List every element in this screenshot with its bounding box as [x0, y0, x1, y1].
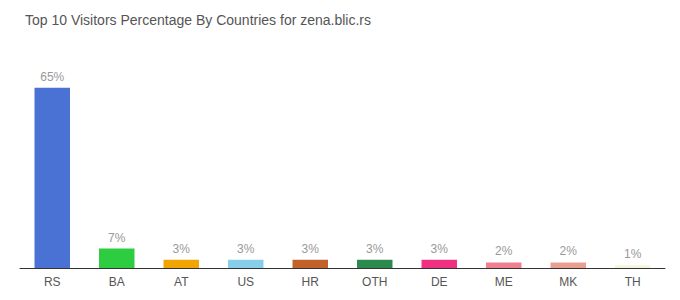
svg-text:DE: DE [431, 275, 448, 289]
svg-text:BA: BA [109, 275, 125, 289]
svg-text:3%: 3% [173, 242, 191, 256]
svg-text:US: US [237, 275, 254, 289]
svg-text:RS: RS [44, 275, 61, 289]
svg-text:2%: 2% [495, 244, 513, 258]
svg-text:HR: HR [302, 275, 320, 289]
svg-text:3%: 3% [366, 242, 384, 256]
svg-text:Top 10 Visitors Percentage By: Top 10 Visitors Percentage By Countries … [25, 12, 371, 28]
svg-text:1%: 1% [624, 247, 642, 261]
svg-text:ME: ME [495, 275, 513, 289]
svg-text:7%: 7% [108, 231, 126, 245]
svg-text:65%: 65% [40, 70, 64, 84]
svg-text:OTH: OTH [362, 275, 387, 289]
svg-text:MK: MK [559, 275, 577, 289]
svg-text:AT: AT [174, 275, 189, 289]
svg-text:3%: 3% [431, 242, 449, 256]
svg-text:3%: 3% [237, 242, 255, 256]
svg-text:2%: 2% [560, 244, 578, 258]
svg-text:TH: TH [625, 275, 641, 289]
svg-text:3%: 3% [302, 242, 320, 256]
